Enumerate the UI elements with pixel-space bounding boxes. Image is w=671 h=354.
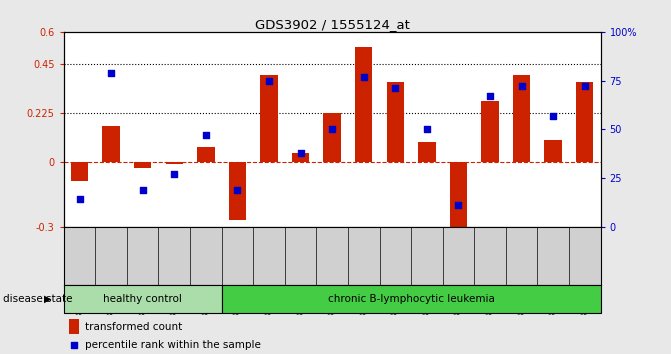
Bar	[450, 162, 467, 231]
Point	[295, 150, 306, 155]
Point	[169, 171, 180, 177]
Point	[516, 84, 527, 89]
Text: chronic B-lymphocytic leukemia: chronic B-lymphocytic leukemia	[327, 294, 495, 304]
Point	[579, 84, 590, 89]
Bar	[576, 82, 593, 162]
Text: disease state: disease state	[3, 294, 73, 304]
Point	[358, 74, 369, 80]
Point	[390, 86, 401, 91]
Bar	[64, 285, 221, 313]
Point	[264, 78, 274, 84]
Bar	[69, 319, 79, 334]
Point	[232, 187, 243, 193]
Bar	[221, 285, 601, 313]
Text: ▶: ▶	[44, 294, 52, 304]
Title: GDS3902 / 1555124_at: GDS3902 / 1555124_at	[255, 18, 409, 31]
Text: healthy control: healthy control	[103, 294, 182, 304]
Bar	[544, 140, 562, 162]
Point	[548, 113, 558, 119]
Point	[74, 196, 85, 202]
Text: transformed count: transformed count	[85, 322, 183, 332]
Point	[327, 126, 338, 132]
Point	[106, 70, 117, 76]
Bar	[418, 142, 435, 162]
Point	[201, 132, 211, 138]
Bar	[481, 101, 499, 162]
Bar	[103, 126, 120, 162]
Bar	[229, 162, 246, 220]
Point	[453, 202, 464, 208]
Bar	[513, 75, 530, 162]
Bar	[197, 147, 215, 162]
Point	[484, 93, 495, 99]
Bar	[292, 153, 309, 162]
Point	[68, 343, 79, 348]
Bar	[134, 162, 152, 168]
Point	[138, 187, 148, 193]
Bar	[260, 75, 278, 162]
Bar	[166, 162, 183, 164]
Text: percentile rank within the sample: percentile rank within the sample	[85, 341, 261, 350]
Point	[421, 126, 432, 132]
Bar	[386, 82, 404, 162]
Bar	[71, 162, 88, 181]
Bar	[355, 47, 372, 162]
Bar	[323, 113, 341, 162]
